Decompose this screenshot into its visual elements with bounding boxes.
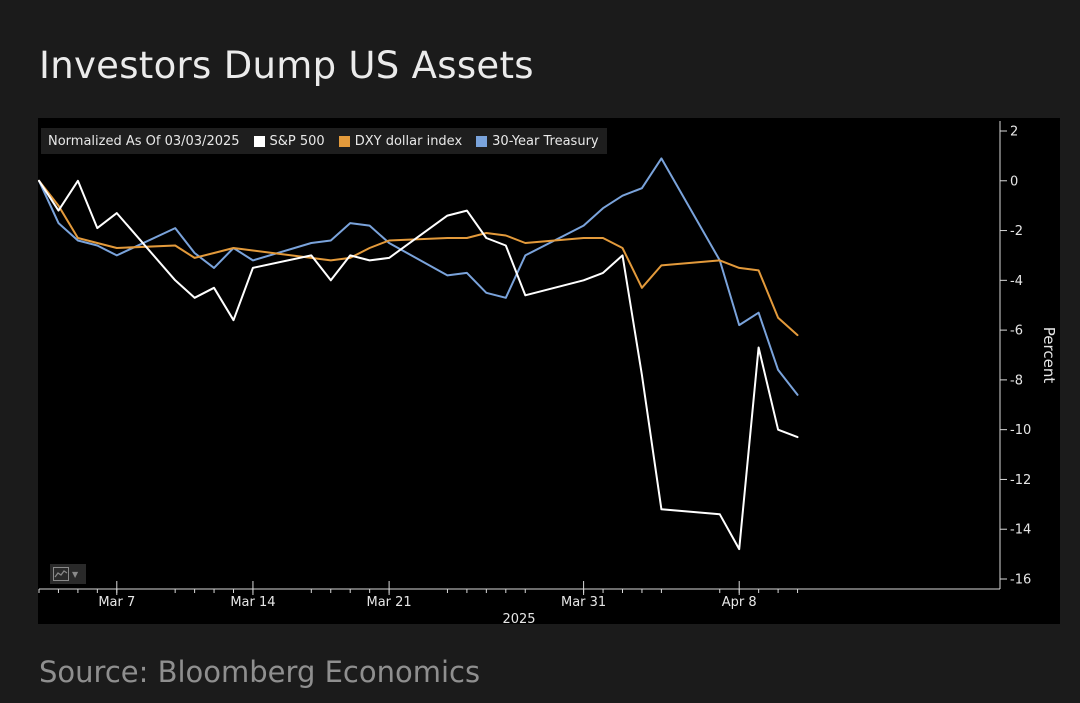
chart-title: Investors Dump US Assets (39, 44, 534, 87)
series-line-sp500 (38, 179, 799, 551)
legend-label-dxy: DXY dollar index (354, 133, 463, 149)
x-tick-label: Mar 7 (98, 595, 135, 610)
legend-item-treasury[interactable]: 30-Year Treasury (476, 133, 599, 149)
axis-layer: 2 0 -2 -4 -6 -8 -10 -12 -14 -16 Percent Mar 7 Mar 14… (38, 121, 1058, 627)
legend-item-dxy[interactable]: DXY dollar index (338, 133, 463, 149)
x-tick-label: Apr 8 (722, 595, 757, 610)
series-line-treasury (38, 157, 799, 396)
legend-swatch-sp500 (253, 135, 265, 147)
legend-label-treasury: 30-Year Treasury (492, 133, 599, 149)
series-layer (38, 157, 799, 551)
line-chart-icon (53, 567, 69, 581)
y-tick-label: -12 (1010, 473, 1031, 488)
y-tick-label: 0 (1010, 174, 1018, 189)
legend-item-sp500[interactable]: S&P 500 (253, 133, 325, 149)
y-tick-label: -8 (1010, 373, 1023, 388)
y-tick-label: -10 (1010, 423, 1031, 438)
chevron-down-icon: ▼ (72, 569, 79, 579)
y-axis-title: Percent (1040, 327, 1058, 384)
y-tick-label: -2 (1010, 224, 1023, 239)
y-tick-label: -6 (1010, 324, 1023, 339)
y-tick-label: -14 (1010, 523, 1031, 538)
chart-type-button[interactable]: ▼ (50, 564, 86, 584)
x-axis-title: 2025 (502, 612, 535, 627)
y-tick-label: -16 (1010, 573, 1031, 588)
legend-swatch-treasury (476, 135, 488, 147)
series-line-dxy (38, 179, 799, 337)
legend-normalization-note: Normalized As Of 03/03/2025 (48, 133, 240, 149)
x-tick-label: Mar 31 (561, 595, 606, 610)
legend-label-sp500: S&P 500 (269, 133, 325, 149)
y-tick-label: 2 (1010, 125, 1018, 140)
legend-swatch-dxy (338, 135, 350, 147)
x-tick-label: Mar 21 (366, 595, 411, 610)
chart-legend: Normalized As Of 03/03/2025 S&P 500 DXY … (41, 128, 607, 154)
y-tick-label: -4 (1010, 274, 1023, 289)
x-tick-label: Mar 14 (230, 595, 275, 610)
chart-panel (38, 118, 1060, 624)
source-note: Source: Bloomberg Economics (39, 655, 481, 689)
